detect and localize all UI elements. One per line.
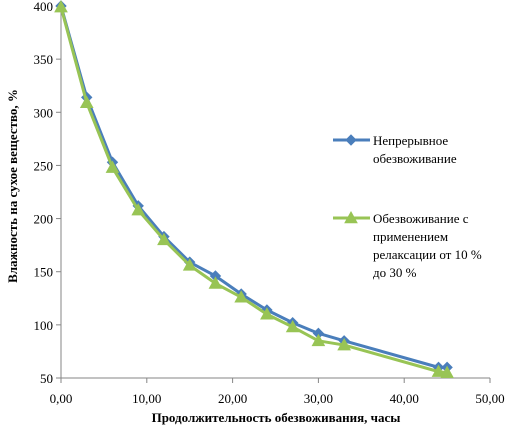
series-layer bbox=[54, 0, 454, 378]
series-line bbox=[59, 5, 448, 369]
y-tick-label: 250 bbox=[34, 158, 54, 173]
series-line bbox=[59, 6, 448, 375]
data-point-triangle bbox=[105, 160, 120, 173]
data-point-triangle bbox=[431, 364, 446, 377]
axes: 50 100 150 200 250 300 350 400 0,00 10,00 20,00 30,… bbox=[34, 0, 505, 406]
data-point-triangle bbox=[285, 319, 300, 333]
data-point-triangle bbox=[79, 95, 94, 109]
legend-label: до 30 % bbox=[373, 265, 417, 280]
data-point-triangle bbox=[131, 203, 146, 216]
y-tick-label: 400 bbox=[34, 0, 54, 14]
y-tick-label: 100 bbox=[34, 318, 54, 333]
y-tick-label: 50 bbox=[40, 371, 53, 386]
y-axis-title: Влажность на сухое вещество, % bbox=[5, 89, 20, 283]
data-point-triangle bbox=[440, 365, 454, 378]
data-point-triangle bbox=[260, 307, 274, 320]
data-point-triangle bbox=[54, 0, 68, 13]
x-tick-label: 0,00 bbox=[50, 391, 73, 406]
legend-label: обезвоживание bbox=[373, 151, 457, 166]
x-tick-label: 30,00 bbox=[304, 391, 333, 406]
data-point-triangle bbox=[337, 338, 351, 351]
y-tick-label: 350 bbox=[34, 52, 54, 67]
x-axis-title: Продолжительность обезвоживания, часы bbox=[152, 410, 401, 425]
y-tick-label: 200 bbox=[34, 212, 54, 227]
legend-entry-2: Обезвоживание с применением релаксации от … bbox=[333, 210, 482, 280]
data-point-triangle bbox=[344, 210, 358, 224]
legend-label: Обезвоживание с bbox=[373, 211, 469, 226]
legend-label: релаксации от 10 % bbox=[373, 247, 482, 262]
data-point-triangle bbox=[234, 290, 249, 303]
x-tick-label: 50,00 bbox=[475, 391, 504, 406]
series-1 bbox=[55, 0, 453, 374]
y-tick-label: 300 bbox=[34, 105, 54, 120]
legend-label: Непрерывное bbox=[373, 133, 448, 148]
data-point-triangle bbox=[311, 333, 326, 347]
series-2 bbox=[54, 0, 454, 378]
y-tick-label: 150 bbox=[34, 265, 54, 280]
legend: Непрерывное обезвоживание Обезвоживание с п… bbox=[333, 133, 482, 280]
x-tick-label: 10,00 bbox=[132, 391, 161, 406]
x-tick-label: 20,00 bbox=[218, 391, 247, 406]
legend-entry-1: Непрерывное обезвоживание bbox=[333, 133, 457, 166]
data-point-triangle bbox=[157, 232, 171, 246]
x-tick-label: 40,00 bbox=[390, 391, 419, 406]
data-point-triangle bbox=[208, 276, 223, 289]
data-point-diamond bbox=[345, 134, 357, 146]
legend-label: применением bbox=[373, 229, 448, 244]
data-point-triangle bbox=[182, 258, 197, 271]
